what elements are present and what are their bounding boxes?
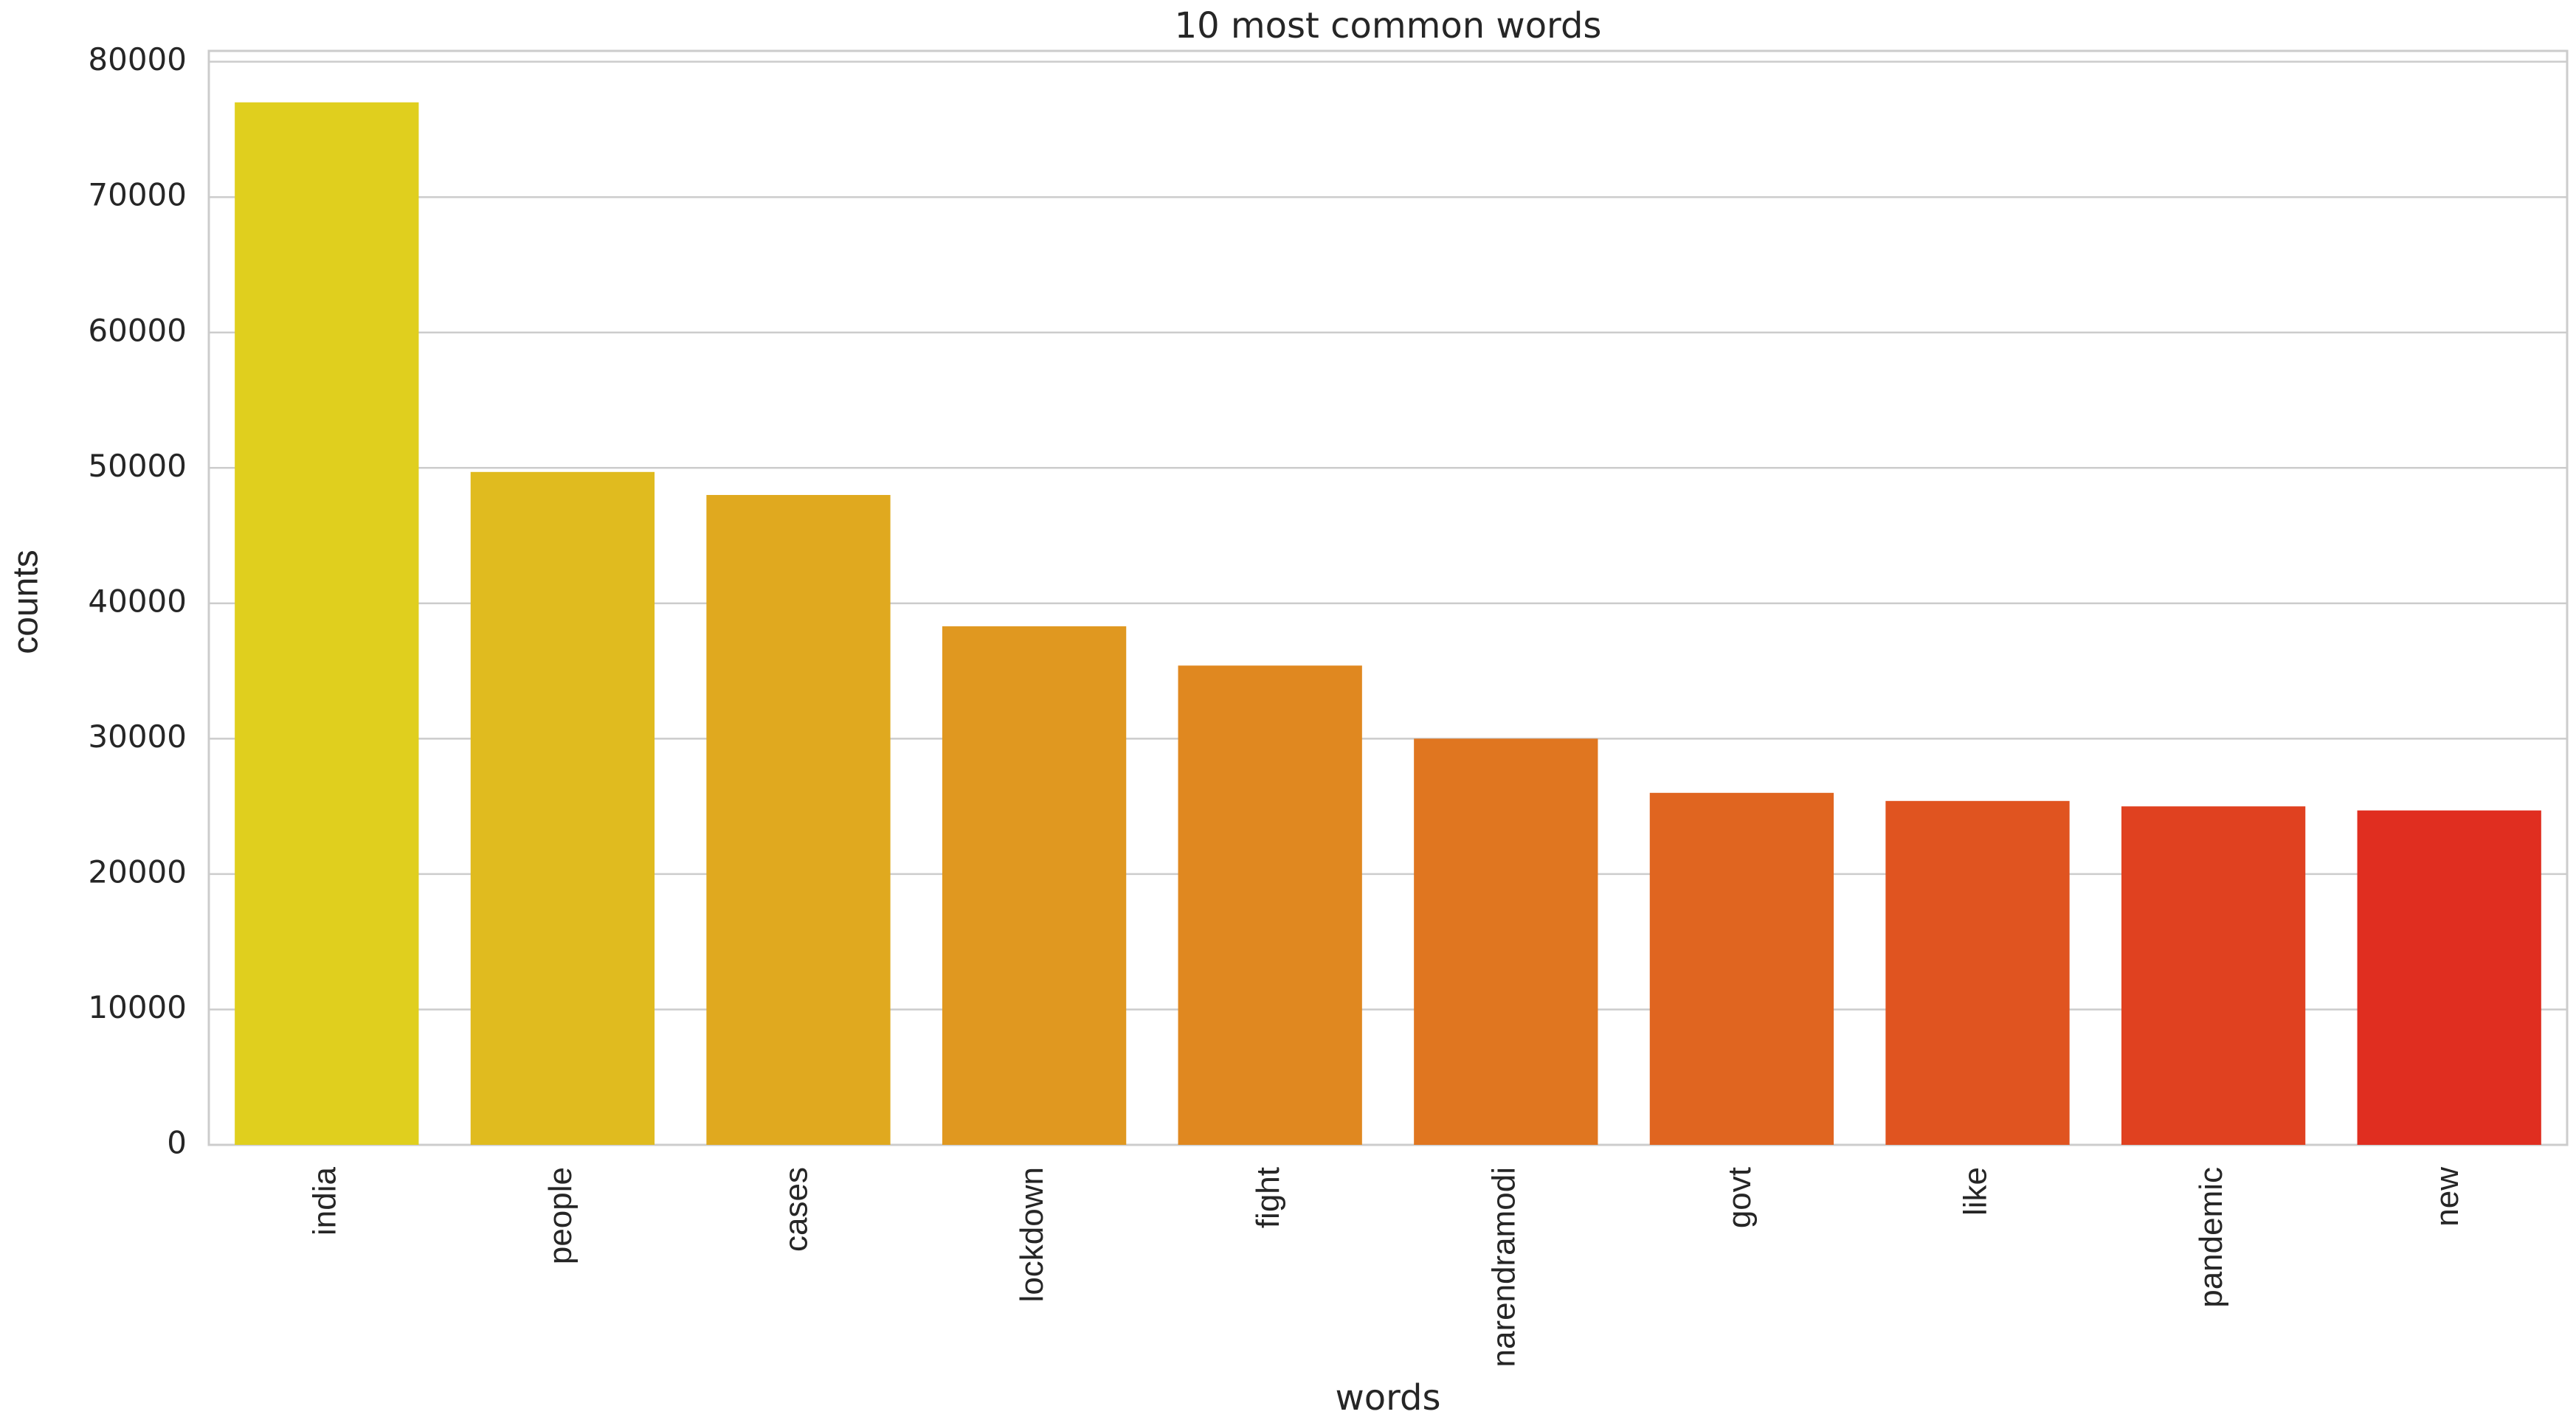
x-tick-label: cases [778,1167,815,1252]
y-tick-label: 60000 [88,312,187,348]
x-axis-label: words [1336,1377,1441,1419]
x-tick-label: new [2429,1167,2465,1227]
plot-frame [207,49,2569,1146]
bar [1178,665,1362,1145]
bar [1414,738,1598,1145]
x-tick-label: govt [1722,1167,1758,1228]
x-tick-label: like [1958,1167,1994,1216]
y-tick-label: 80000 [88,41,187,77]
y-tick-label: 10000 [88,989,187,1025]
bar [2121,806,2306,1145]
bar [235,102,419,1145]
bar [1649,792,1834,1145]
y-tick-label: 70000 [88,177,187,213]
x-tick-label: lockdown [1014,1167,1050,1302]
bar [470,471,655,1145]
x-tick-label: india [306,1166,342,1235]
y-tick-label: 0 [167,1125,187,1161]
y-tick-label: 30000 [88,718,187,755]
x-tick-label: fight [1250,1167,1286,1228]
y-tick-label: 40000 [88,583,187,619]
y-tick-label: 20000 [88,853,187,890]
bar [706,495,891,1145]
bar [1885,800,2070,1145]
x-tick-label: narendramodi [1485,1167,1522,1368]
x-tick-label: pandemic [2193,1167,2229,1308]
chart-title: 10 most common words [1175,5,1602,46]
bar [942,626,1127,1145]
bar [2357,810,2541,1145]
x-tick-label: people [542,1167,579,1264]
y-tick-label: 50000 [88,448,187,484]
y-axis-label: counts [7,550,46,654]
